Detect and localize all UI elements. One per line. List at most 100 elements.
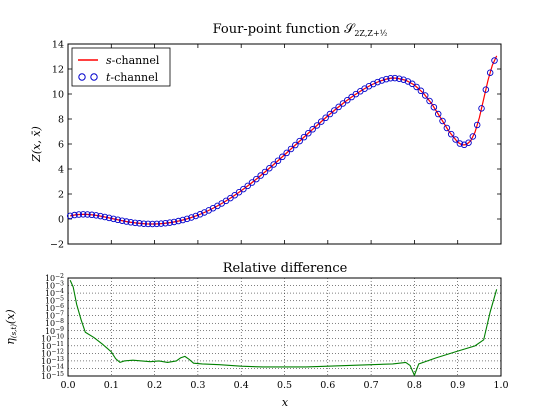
t-channel-marker xyxy=(491,57,498,64)
t-channel-marker xyxy=(348,93,355,101)
t-channel-marker xyxy=(279,153,286,161)
t-channel-marker xyxy=(153,220,161,228)
bottom-y-tick-label: 10−14 xyxy=(41,363,64,373)
t-channel-marker xyxy=(105,214,113,222)
bottom-x-tick-label: 0.6 xyxy=(320,380,335,391)
t-channel-marker xyxy=(118,217,126,224)
bottom-plot: Relative difference 10−210−310−410−510−6… xyxy=(4,261,509,409)
bottom-y-tick-label: 10−10 xyxy=(41,333,64,343)
t-channel-marker xyxy=(170,218,178,226)
bottom-x-tick-label: 0.7 xyxy=(364,380,379,391)
legend-s-channel-label: s-channel xyxy=(106,54,160,67)
t-channel-marker xyxy=(253,175,260,183)
t-channel-marker xyxy=(478,105,485,112)
t-channel-marker xyxy=(370,80,377,88)
t-channel-marker xyxy=(235,188,243,196)
x-axis-label: x xyxy=(282,396,289,409)
t-channel-marker xyxy=(417,87,425,95)
t-channel-marker xyxy=(331,107,338,114)
t-channel-marker xyxy=(296,137,303,145)
t-channel-marker xyxy=(162,219,169,227)
t-channel-marker xyxy=(97,212,104,220)
bottom-y-axis-label: η(s,t)(x) xyxy=(4,309,18,344)
bottom-x-tick-label: 1.0 xyxy=(493,380,508,391)
t-channel-marker xyxy=(387,74,394,82)
t-channel-marker xyxy=(426,97,433,105)
t-channel-marker xyxy=(244,182,251,190)
t-channel-marker xyxy=(300,133,308,141)
bottom-y-tick-label: 10−6 xyxy=(45,303,64,313)
t-channel-marker xyxy=(344,96,351,104)
bottom-plot-frame xyxy=(67,277,502,377)
top-y-tick-label: 6 xyxy=(58,140,64,151)
t-channel-marker xyxy=(374,78,381,86)
t-channel-marker xyxy=(166,219,173,226)
t-channel-marker xyxy=(434,110,442,118)
bottom-y-tick-label: 10−7 xyxy=(45,311,64,321)
t-channel-marker xyxy=(318,118,325,125)
bottom-y-tick-label: 10−9 xyxy=(45,326,64,336)
t-channel-marker xyxy=(391,74,399,82)
t-channel-marker xyxy=(482,86,490,93)
t-channel-marker xyxy=(292,141,299,149)
bottom-x-tick-label: 0.4 xyxy=(234,380,249,391)
t-channel-marker xyxy=(131,219,139,227)
legend-t-channel-label: t-channel xyxy=(106,71,159,84)
top-y-tick-label: 4 xyxy=(58,165,64,176)
t-channel-marker xyxy=(287,145,295,153)
t-channel-marker xyxy=(110,215,117,223)
t-channel-marker xyxy=(413,83,420,91)
legend-t-channel-swatch-1 xyxy=(78,73,86,81)
t-channel-marker xyxy=(473,121,481,129)
bottom-x-tick-label: 0.5 xyxy=(277,380,292,391)
relative-difference-line xyxy=(69,280,498,377)
t-channel-marker xyxy=(469,133,477,140)
t-channel-markers xyxy=(66,57,498,228)
t-channel-marker xyxy=(79,211,87,218)
bottom-x-tick-label: 0.9 xyxy=(450,380,465,391)
t-channel-marker xyxy=(192,212,199,220)
bottom-x-tick-label: 0.8 xyxy=(407,380,422,391)
t-channel-marker xyxy=(114,216,122,224)
t-channel-marker xyxy=(66,212,74,220)
top-y-tick-label: 2 xyxy=(58,190,64,201)
bottom-y-tick-label: 10−8 xyxy=(45,318,64,328)
top-y-ticks: −2 0 2 4 6 8 10 12 14 xyxy=(50,40,501,251)
t-channel-marker xyxy=(430,103,438,111)
bottom-grid xyxy=(67,277,502,377)
t-channel-marker xyxy=(240,185,247,193)
t-channel-marker xyxy=(227,194,234,202)
legend: s-channel t-channel xyxy=(71,47,171,87)
t-channel-marker xyxy=(421,92,429,99)
t-channel-marker xyxy=(452,136,459,143)
bottom-x-tick-label: 0.1 xyxy=(104,380,119,391)
t-channel-marker xyxy=(149,220,156,228)
t-channel-marker xyxy=(123,218,130,225)
top-plot: Four-point function 𝒮2Z,Z+½ −2 0 2 4 6 8 10 12 1… xyxy=(30,22,502,251)
t-channel-marker xyxy=(326,110,334,118)
top-plot-title-subscript: 2Z,Z+½ xyxy=(354,29,387,38)
t-channel-marker xyxy=(88,211,96,219)
t-channel-marker xyxy=(439,117,446,125)
t-channel-marker xyxy=(383,75,390,83)
top-y-tick-label: 0 xyxy=(58,215,64,226)
t-channel-marker xyxy=(408,80,416,88)
t-channel-marker xyxy=(335,103,342,111)
t-channel-marker xyxy=(266,164,273,172)
bottom-y-tick-label: 10−4 xyxy=(45,288,64,298)
t-channel-marker xyxy=(92,212,100,219)
t-channel-marker xyxy=(136,220,143,227)
t-channel-marker xyxy=(270,161,277,168)
t-channel-marker xyxy=(175,217,182,225)
bottom-y-tick-label: 10−12 xyxy=(41,348,64,358)
t-channel-marker xyxy=(188,214,195,221)
t-channel-marker xyxy=(400,76,407,83)
t-channel-marker xyxy=(456,140,464,147)
t-channel-marker xyxy=(309,126,316,133)
t-channel-marker xyxy=(261,168,269,176)
bottom-y-tick-label: 10−2 xyxy=(45,273,64,283)
t-channel-marker xyxy=(274,157,282,164)
t-channel-marker xyxy=(183,215,191,223)
bottom-y-tick-label: 10−15 xyxy=(41,371,64,381)
